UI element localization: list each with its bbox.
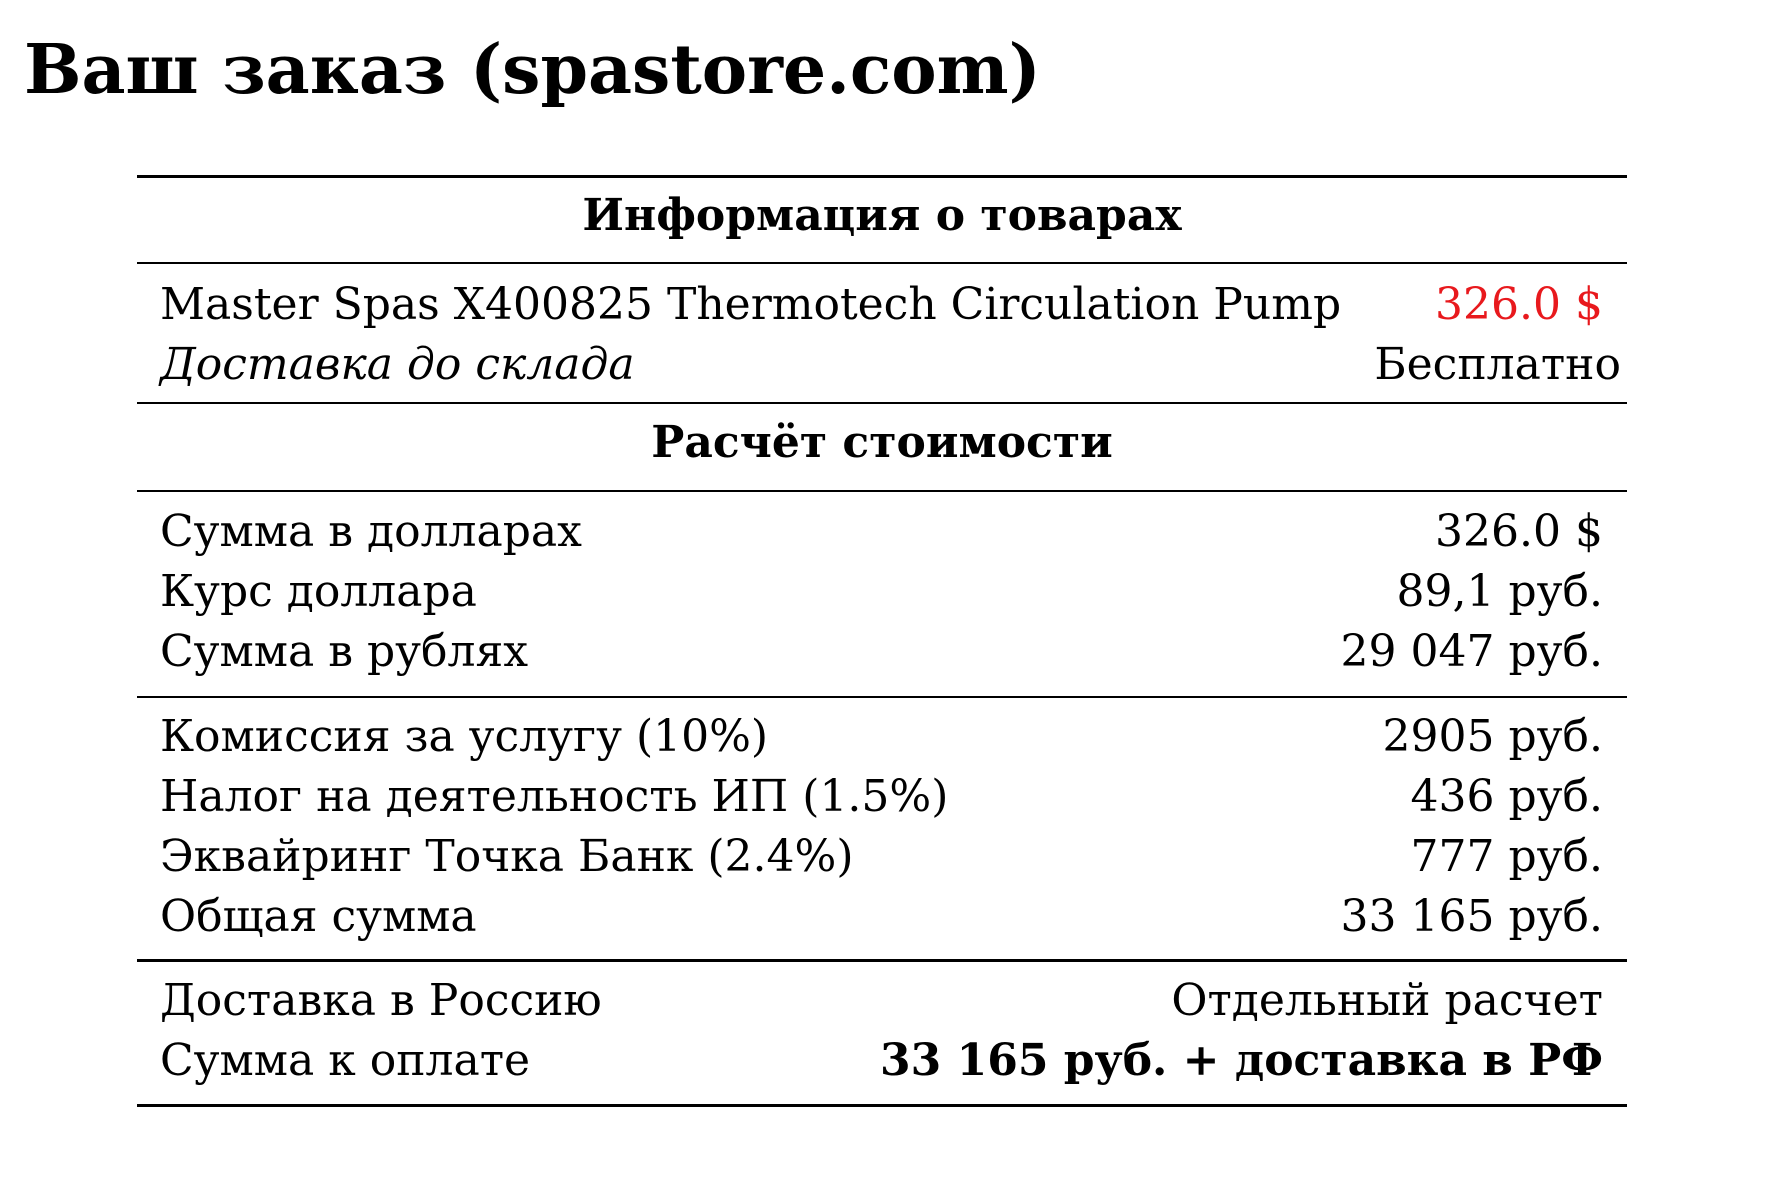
fee-row-value: 2905 руб. bbox=[1382, 711, 1604, 762]
section-divider bbox=[137, 959, 1627, 962]
product-name: Master Spas X400825 Thermotech Circulati… bbox=[160, 279, 1342, 330]
fee-row-label: Налог на деятельность ИП (1.5%) bbox=[160, 771, 949, 822]
warehouse-shipping-label: Доставка до склада bbox=[160, 339, 635, 390]
fee-row-service-commission: Комиссия за услугу (10%) 2905 руб. bbox=[160, 707, 1603, 767]
calc-row-value: 29 047 руб. bbox=[1340, 626, 1603, 677]
amount-due-row: Сумма к оплате 33 165 руб. + доставка в … bbox=[160, 1031, 1603, 1091]
fee-row-value: 436 руб. bbox=[1410, 771, 1604, 822]
products-section-header: Информация о товарах bbox=[582, 190, 1182, 241]
section-divider bbox=[137, 402, 1627, 404]
calc-row-label: Сумма в долларах bbox=[160, 506, 582, 557]
section-divider bbox=[137, 262, 1627, 264]
fee-row-total: Общая сумма 33 165 руб. bbox=[160, 887, 1603, 947]
fee-row-label: Комиссия за услугу (10%) bbox=[160, 711, 769, 762]
calc-row-rub-sum: Сумма в рублях 29 047 руб. bbox=[160, 622, 1603, 682]
fee-row-value: 777 руб. bbox=[1410, 831, 1604, 882]
product-row: Master Spas X400825 Thermotech Circulati… bbox=[160, 275, 1603, 335]
section-divider bbox=[137, 490, 1627, 492]
russia-delivery-value: Отдельный расчет bbox=[1171, 975, 1603, 1026]
page-title: Ваш заказ (spastore.com) bbox=[24, 30, 1041, 110]
russia-delivery-label: Доставка в Россию bbox=[160, 975, 602, 1026]
product-price: 326.0 $ bbox=[1435, 279, 1603, 330]
calc-row-usd-sum: Сумма в долларах 326.0 $ bbox=[160, 502, 1603, 562]
calc-row-label: Сумма в рублях bbox=[160, 626, 529, 677]
fee-row-tax: Налог на деятельность ИП (1.5%) 436 руб. bbox=[160, 767, 1603, 827]
calculation-section-header: Расчёт стоимости bbox=[651, 417, 1113, 468]
calc-row-label: Курс доллара bbox=[160, 566, 477, 617]
calc-row-value: 89,1 руб. bbox=[1396, 566, 1604, 617]
fee-row-acquiring: Эквайринг Точка Банк (2.4%) 777 руб. bbox=[160, 827, 1603, 887]
section-divider bbox=[137, 696, 1627, 698]
russia-delivery-row: Доставка в Россию Отдельный расчет bbox=[160, 971, 1603, 1031]
fee-row-label: Общая сумма bbox=[160, 891, 477, 942]
fee-row-label: Эквайринг Точка Банк (2.4%) bbox=[160, 831, 854, 882]
calc-row-value: 326.0 $ bbox=[1435, 506, 1603, 557]
fee-row-value: 33 165 руб. bbox=[1340, 891, 1603, 942]
table-bottom-rule bbox=[137, 1104, 1627, 1107]
calc-row-exchange-rate: Курс доллара 89,1 руб. bbox=[160, 562, 1603, 622]
amount-due-value: 33 165 руб. + доставка в РФ bbox=[880, 1035, 1603, 1086]
warehouse-shipping-row: Доставка до склада Бесплатно bbox=[160, 335, 1621, 395]
warehouse-shipping-value: Бесплатно bbox=[1374, 339, 1621, 390]
amount-due-label: Сумма к оплате bbox=[160, 1035, 531, 1086]
table-top-rule bbox=[137, 175, 1627, 178]
